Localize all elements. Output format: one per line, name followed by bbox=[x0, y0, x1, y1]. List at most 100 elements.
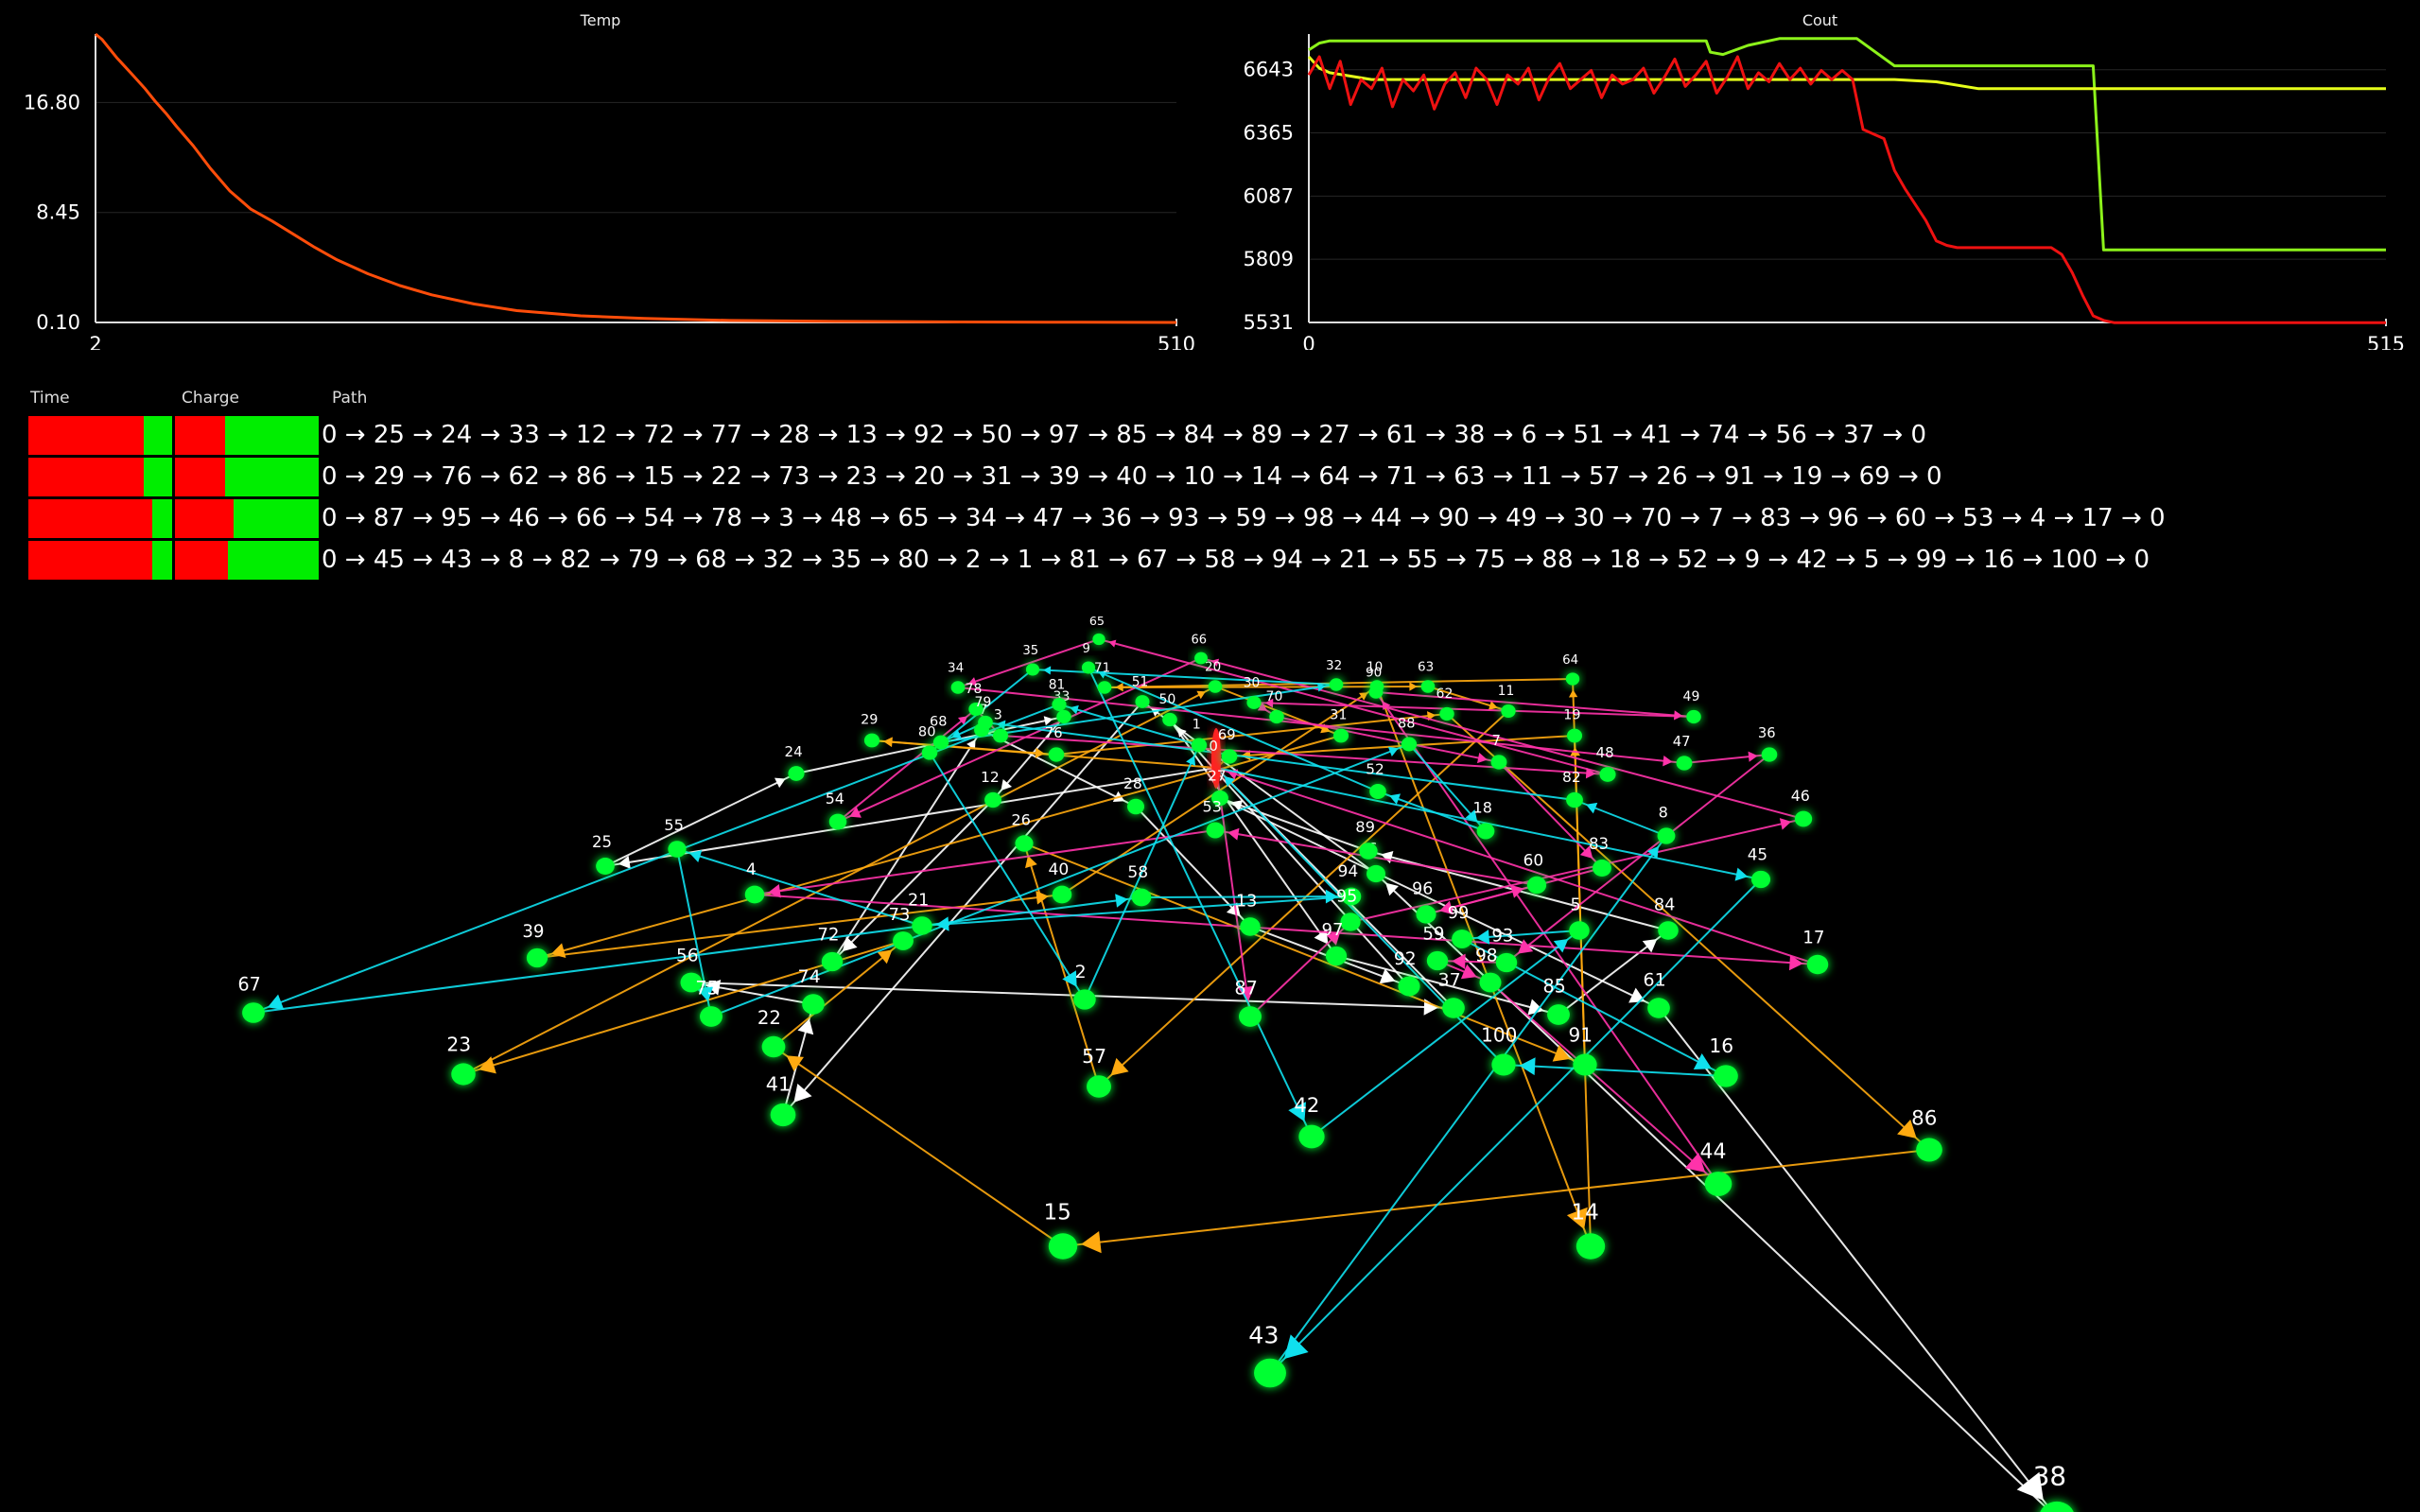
route-edge bbox=[1489, 982, 1719, 1185]
route-edge bbox=[1269, 878, 1762, 1374]
graph-node bbox=[863, 733, 880, 748]
node-label: 71 bbox=[1094, 661, 1110, 676]
charge-bar-red bbox=[175, 458, 226, 496]
edge-arrow bbox=[1519, 1057, 1536, 1076]
route-edge bbox=[676, 848, 923, 927]
node-label: 40 bbox=[1048, 860, 1069, 879]
route-edge bbox=[604, 767, 1217, 867]
graph-node bbox=[1097, 681, 1112, 694]
edge-arrow bbox=[1552, 1045, 1571, 1062]
route-edge bbox=[604, 773, 797, 867]
node-label: 38 bbox=[2033, 1461, 2066, 1492]
series-line bbox=[1308, 37, 2386, 252]
edge-arrow bbox=[1108, 639, 1117, 648]
graph-node bbox=[1398, 976, 1420, 997]
route-path-text: 0 → 45 → 43 → 8 → 82 → 79 → 68 → 32 → 35… bbox=[322, 546, 2150, 574]
node-label: 68 bbox=[930, 715, 947, 730]
route-edge bbox=[1032, 669, 1337, 686]
node-label: 34 bbox=[948, 661, 964, 676]
graph-node bbox=[1191, 738, 1208, 753]
graph-node bbox=[1369, 783, 1386, 800]
edge-arrow bbox=[1070, 704, 1079, 715]
edge-arrow bbox=[1748, 751, 1758, 762]
node-label: 23 bbox=[446, 1033, 471, 1055]
node-label: 24 bbox=[785, 743, 803, 760]
graph-node bbox=[1569, 921, 1590, 940]
node-label: 72 bbox=[817, 926, 839, 946]
temp-chart-plot: 16.80 8.45 0.10 2 510 bbox=[24, 32, 1195, 350]
graph-node bbox=[1325, 946, 1348, 966]
graph-node bbox=[1657, 827, 1676, 844]
node-label: 25 bbox=[592, 833, 612, 851]
edge-arrow bbox=[1264, 698, 1274, 708]
charge-bar-green bbox=[225, 416, 319, 455]
edge-arrow bbox=[1642, 938, 1658, 953]
node-label: 39 bbox=[522, 922, 544, 942]
node-label: 15 bbox=[1043, 1201, 1071, 1225]
edge-arrow bbox=[877, 949, 893, 965]
time-bar-red bbox=[28, 416, 144, 455]
graph-node bbox=[1658, 921, 1679, 940]
charge-bar-green bbox=[225, 458, 319, 496]
route-edge bbox=[1000, 735, 1609, 775]
edge-arrow bbox=[1517, 939, 1534, 954]
y-tick-label: 6087 bbox=[1244, 184, 1294, 207]
route-edge bbox=[1058, 704, 1200, 746]
route-edge bbox=[1446, 713, 1930, 1151]
y-tick-label: 6643 bbox=[1244, 59, 1294, 81]
edge-arrow bbox=[1439, 900, 1454, 915]
graph-node bbox=[1131, 888, 1152, 907]
edge-arrow bbox=[1288, 1102, 1306, 1122]
edge-arrow bbox=[1897, 1119, 1917, 1139]
node-label: 41 bbox=[766, 1072, 791, 1095]
node-label: 42 bbox=[1294, 1093, 1319, 1117]
node-label: 17 bbox=[1802, 929, 1824, 948]
route-edge bbox=[1215, 767, 1819, 965]
route-edge bbox=[837, 657, 1202, 823]
edge-arrow bbox=[1043, 716, 1053, 726]
node-label: 3 bbox=[994, 708, 1002, 723]
charge-bar-red bbox=[175, 499, 235, 538]
route-edge bbox=[1376, 686, 1592, 1247]
route-edge bbox=[1219, 797, 1369, 852]
node-label: 91 bbox=[1569, 1023, 1593, 1046]
route-edge bbox=[1349, 818, 1804, 923]
node-label: 73 bbox=[889, 905, 911, 925]
route-path-text: 0 → 29 → 76 → 62 → 86 → 15 → 22 → 73 → 2… bbox=[322, 462, 1942, 491]
route-edge bbox=[754, 894, 1819, 965]
x-tick-label: 515 bbox=[2367, 333, 2405, 350]
graph-node bbox=[1056, 709, 1071, 724]
node-label: 61 bbox=[1644, 970, 1666, 991]
graph-node bbox=[1452, 930, 1472, 948]
charge-bar-green bbox=[228, 541, 319, 580]
graph-node bbox=[1240, 917, 1261, 936]
edge-arrow bbox=[1510, 884, 1524, 898]
edge-arrow bbox=[1409, 682, 1418, 691]
edge-arrow bbox=[1001, 778, 1013, 791]
edge-arrow bbox=[1226, 902, 1241, 917]
edge-arrow bbox=[1475, 930, 1490, 945]
graph-node bbox=[1239, 1006, 1262, 1027]
node-label: 50 bbox=[1158, 692, 1175, 707]
node-label: 70 bbox=[1266, 689, 1283, 704]
edge-arrow bbox=[1527, 999, 1544, 1016]
graph-node bbox=[1566, 791, 1583, 808]
node-label: 37 bbox=[1438, 970, 1461, 991]
node-label: 69 bbox=[1218, 727, 1236, 743]
node-label: 76 bbox=[1045, 725, 1063, 741]
graph-node bbox=[1298, 1124, 1325, 1149]
graph-node bbox=[1135, 695, 1150, 708]
graph-node bbox=[1490, 755, 1507, 770]
temp-chart: Temp 16.80 8.45 0.10 2 510 bbox=[0, 0, 1201, 350]
time-bar-red bbox=[28, 458, 144, 496]
graph-node bbox=[1332, 728, 1349, 743]
node-label: 52 bbox=[1366, 760, 1384, 777]
edge-arrow bbox=[697, 985, 714, 1002]
graph-node bbox=[1025, 663, 1040, 676]
node-label: 86 bbox=[1911, 1107, 1937, 1131]
edge-arrow bbox=[996, 720, 1006, 730]
graph-node bbox=[921, 745, 938, 760]
node-label: 67 bbox=[237, 974, 260, 996]
node-label: 12 bbox=[981, 769, 1000, 786]
graph-node bbox=[1211, 790, 1228, 807]
